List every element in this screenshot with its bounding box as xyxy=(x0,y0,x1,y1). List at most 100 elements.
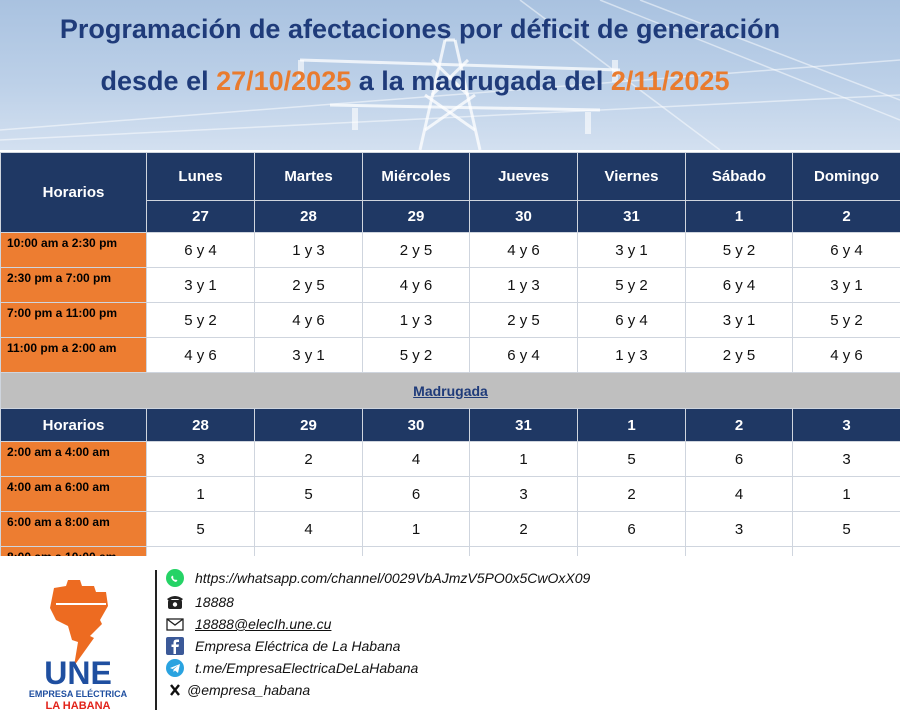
telephone-icon xyxy=(167,596,183,609)
table-cell: 2 y 5 xyxy=(254,267,363,303)
table-cell: 1 y 3 xyxy=(254,232,363,268)
contact-text: Empresa Eléctrica de La Habana xyxy=(195,638,401,654)
date-header: 28 xyxy=(146,408,255,442)
table-cell: 3 xyxy=(469,476,578,512)
table-cell: 1 xyxy=(792,476,900,512)
table-cell: 6 y 4 xyxy=(577,302,686,338)
table-cell: 4 xyxy=(362,441,470,477)
logo-line1: EMPRESA ELÉCTRICA xyxy=(29,689,128,699)
table-cell: 2 xyxy=(254,441,363,477)
contact-text: 18888@elecIh.une.cu xyxy=(195,616,332,632)
time-slot: 7:00 pm a 11:00 pm xyxy=(0,302,147,338)
table-row: 2:00 am a 4:00 am 3 2 4 1 5 6 3 xyxy=(0,441,900,477)
table-cell: 6 xyxy=(577,511,686,547)
time-slot: 10:00 am a 2:30 pm xyxy=(0,232,147,268)
table-cell: 1 y 3 xyxy=(362,302,470,338)
table-cell: 1 y 3 xyxy=(577,337,686,373)
table-cell: 3 y 1 xyxy=(254,337,363,373)
table-cell: 6 y 4 xyxy=(792,232,900,268)
table-cell: 1 xyxy=(146,476,255,512)
table-cell: 1 xyxy=(362,511,470,547)
une-logo: UNE EMPRESA ELÉCTRICA LA HABANA xyxy=(29,580,128,712)
table-cell: 3 y 1 xyxy=(685,302,793,338)
time-slot: 4:00 am a 6:00 am xyxy=(0,476,147,512)
day-header: Jueves xyxy=(469,152,578,201)
day-header: Sábado xyxy=(685,152,793,201)
date-header: 2 xyxy=(685,408,793,442)
table-row: 11:00 pm a 2:00 am 4 y 6 3 y 1 5 y 2 6 y… xyxy=(0,337,900,373)
table-cell: 3 xyxy=(792,441,900,477)
facebook-icon xyxy=(166,637,184,655)
fist-lightning-icon xyxy=(50,580,108,666)
table-cell: 3 y 1 xyxy=(146,267,255,303)
date-header: 30 xyxy=(469,200,578,233)
power-tower-background xyxy=(0,0,900,150)
contact-text: @empresa_habana xyxy=(187,682,311,698)
table-cell: 4 y 6 xyxy=(362,267,470,303)
table-cell: 4 y 6 xyxy=(254,302,363,338)
date-header: 3 xyxy=(792,408,900,442)
table-cell: 6 xyxy=(685,441,793,477)
day-header: Viernes xyxy=(577,152,686,201)
title-prefix: desde el xyxy=(100,66,217,96)
logo-line2: LA HABANA xyxy=(46,700,111,712)
date-header: 29 xyxy=(362,200,470,233)
table-cell: 4 y 6 xyxy=(469,232,578,268)
table-cell: 5 xyxy=(254,476,363,512)
contact-text: t.me/EmpresaElectricaDeLaHabana xyxy=(195,660,419,676)
table-cell: 2 xyxy=(577,476,686,512)
date-header: 2 xyxy=(792,200,900,233)
table-cell: 3 xyxy=(685,511,793,547)
date-header: 28 xyxy=(254,200,363,233)
day-header: Lunes xyxy=(146,152,255,201)
date-header: 29 xyxy=(254,408,363,442)
table-cell: 1 y 3 xyxy=(469,267,578,303)
date-header: 31 xyxy=(469,408,578,442)
time-slot: 6:00 am a 8:00 am xyxy=(0,511,147,547)
table-cell: 6 xyxy=(362,476,470,512)
table-cell: 5 xyxy=(146,511,255,547)
table-row: 10:00 am a 2:30 pm 6 y 4 1 y 3 2 y 5 4 y… xyxy=(0,232,900,268)
table-cell: 2 xyxy=(469,511,578,547)
table-cell: 2 y 5 xyxy=(469,302,578,338)
contact-text: https://whatsapp.com/channel/0029VbAJmzV… xyxy=(195,570,591,586)
table-row: 2:30 pm a 7:00 pm 3 y 1 2 y 5 4 y 6 1 y … xyxy=(0,267,900,303)
day-header: Miércoles xyxy=(362,152,470,201)
horarios-header: Horarios xyxy=(0,408,147,442)
table-cell: 6 y 4 xyxy=(469,337,578,373)
header-banner: Programación de afectaciones por déficit… xyxy=(0,0,900,150)
table-cell: 5 y 2 xyxy=(146,302,255,338)
logo-wordmark: UNE xyxy=(44,655,112,691)
table-cell: 3 y 1 xyxy=(792,267,900,303)
horarios-header: Horarios xyxy=(0,152,147,233)
whatsapp-icon xyxy=(166,569,184,587)
date-header: 30 xyxy=(362,408,470,442)
table-row: 7:00 pm a 11:00 pm 5 y 2 4 y 6 1 y 3 2 y… xyxy=(0,302,900,338)
table-cell: 4 y 6 xyxy=(792,337,900,373)
date-header: 31 xyxy=(577,200,686,233)
day-header: Martes xyxy=(254,152,363,201)
title-middle: a la madrugada del xyxy=(351,66,611,96)
table-cell: 4 xyxy=(254,511,363,547)
date-to: 2/11/2025 xyxy=(610,66,730,96)
table-cell: 5 xyxy=(792,511,900,547)
schedule-table: Horarios Lunes Martes Miércoles Jueves V… xyxy=(0,152,900,582)
table-cell: 4 xyxy=(685,476,793,512)
footer: UNE EMPRESA ELÉCTRICA LA HABANA https://… xyxy=(0,556,900,720)
time-slot: 2:00 am a 4:00 am xyxy=(0,441,147,477)
table-cell: 2 y 5 xyxy=(685,337,793,373)
table-cell: 5 y 2 xyxy=(577,267,686,303)
table-cell: 3 xyxy=(146,441,255,477)
date-from: 27/10/2025 xyxy=(216,66,352,96)
table-row: 4:00 am a 6:00 am 1 5 6 3 2 4 1 xyxy=(0,476,900,512)
telegram-icon xyxy=(166,659,184,677)
table-cell: 6 y 4 xyxy=(685,267,793,303)
time-slot: 2:30 pm a 7:00 pm xyxy=(0,267,147,303)
footer-divider xyxy=(155,570,157,710)
contact-text: 18888 xyxy=(195,594,234,610)
envelope-icon xyxy=(166,618,184,631)
page-title-line2: desde el 27/10/2025 a la madrugada del 2… xyxy=(0,66,900,97)
date-header: 1 xyxy=(685,200,793,233)
table-cell: 4 y 6 xyxy=(146,337,255,373)
table-cell: 5 y 2 xyxy=(792,302,900,338)
